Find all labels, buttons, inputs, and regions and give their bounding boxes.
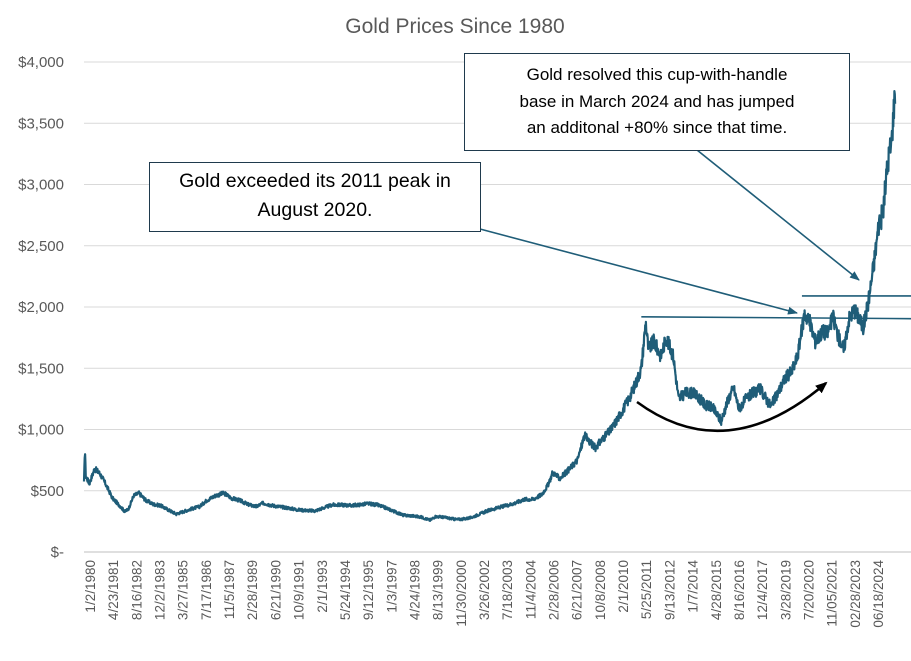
x-axis: 1/2/1980 4/23/1981 8/16/1982 12/2/1983 3/27/… <box>83 560 886 628</box>
annotation-2011-peak-line1: Gold exceeded its 2011 peak in <box>179 170 451 192</box>
x-tick-label: 1/3/1997 <box>384 560 399 613</box>
x-tick-label: 3/26/2002 <box>477 560 492 620</box>
x-tick-label: 11/30/2000 <box>454 560 469 627</box>
annotation-2011-peak: Gold exceeded its 2011 peak in August 20… <box>149 162 481 232</box>
x-tick-label: 8/13/1999 <box>431 560 446 620</box>
x-tick-label: 8/16/2016 <box>732 560 747 620</box>
x-tick-label: 11/4/2004 <box>523 560 538 620</box>
x-tick-label: 02/28/2023 <box>848 560 863 628</box>
chart-title: Gold Prices Since 1980 <box>345 15 564 38</box>
x-tick-label: 10/9/1991 <box>292 560 307 620</box>
y-tick-label: $- <box>51 544 64 561</box>
x-tick-label: 3/27/1985 <box>176 560 191 620</box>
cup-arrow <box>636 381 828 432</box>
x-tick-label: 10/8/2008 <box>593 560 608 620</box>
y-tick-label: $3,500 <box>18 115 64 132</box>
x-tick-label: 6/21/1990 <box>268 560 283 620</box>
x-tick-label: 7/20/2020 <box>801 560 816 620</box>
series-layer <box>82 89 897 523</box>
y-tick-label: $4,000 <box>18 54 64 71</box>
annotation-cup-line2: base in March 2024 and has jumped <box>519 91 795 111</box>
x-tick-label: 3/28/2019 <box>778 560 793 620</box>
x-tick-label: 11/05/2021 <box>825 560 840 627</box>
x-tick-label: 4/28/2015 <box>709 560 724 620</box>
y-tick-label: $1,000 <box>18 422 64 439</box>
y-tick-label: $2,500 <box>18 238 64 255</box>
y-axis: $- $500 $1,000 $1,500 $2,000 $2,500 $3,000 $3,5… <box>18 54 64 561</box>
x-tick-label: 12/2/1983 <box>153 560 168 620</box>
gold-price-line <box>82 89 897 523</box>
x-tick-label: 12/4/2017 <box>755 560 770 620</box>
annotation-cup-line1: Gold resolved this cup-with-handle <box>526 65 788 84</box>
y-tick-label: $1,500 <box>18 360 64 377</box>
x-tick-label: 4/24/1998 <box>407 560 422 620</box>
x-tick-label: 11/5/1987 <box>222 560 237 619</box>
x-tick-label: 2/28/2006 <box>547 560 562 620</box>
x-tick-label: 2/1/2010 <box>616 560 631 613</box>
x-tick-label: 1/2/1980 <box>83 560 98 613</box>
y-tick-label: $500 <box>31 483 64 500</box>
x-tick-label: 9/12/1995 <box>361 560 376 620</box>
annotation-cup-line3: an additonal +80% since that time. <box>526 118 788 137</box>
x-tick-label: 5/24/1994 <box>338 560 353 621</box>
peak-2011-line <box>641 316 911 320</box>
x-tick-label: 2/28/1989 <box>245 560 260 620</box>
arrow-to-2020-breakout <box>479 228 798 315</box>
x-tick-label: 9/13/2012 <box>662 560 677 620</box>
annotation-lines <box>479 149 911 432</box>
x-tick-label: 4/23/1981 <box>106 560 121 620</box>
x-tick-label: 8/16/1982 <box>129 560 144 620</box>
x-tick-label: 5/25/2011 <box>639 560 654 619</box>
x-tick-label: 7/18/2003 <box>500 560 515 620</box>
x-tick-label: 2/1/1993 <box>315 560 330 613</box>
arrow-to-2024-breakout <box>696 149 860 281</box>
x-tick-label: 06/18/2024 <box>871 560 886 628</box>
x-tick-label: 1/7/2014 <box>686 560 701 613</box>
x-tick-label: 6/21/2007 <box>570 560 585 620</box>
x-tick-label: 7/17/1986 <box>199 560 214 620</box>
annotation-cup-with-handle: Gold resolved this cup-with-handle base … <box>464 53 850 151</box>
annotation-2011-peak-line2: August 2020. <box>257 199 373 221</box>
y-tick-label: $2,000 <box>18 299 64 316</box>
y-tick-label: $3,000 <box>18 177 64 194</box>
